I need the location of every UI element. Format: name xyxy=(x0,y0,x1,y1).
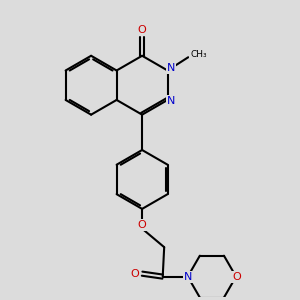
Text: CH₃: CH₃ xyxy=(190,50,207,59)
Text: O: O xyxy=(130,269,139,279)
Text: O: O xyxy=(232,272,241,282)
Text: N: N xyxy=(167,96,175,106)
Text: O: O xyxy=(138,220,146,230)
Text: N: N xyxy=(184,272,193,282)
Text: N: N xyxy=(167,63,175,73)
Text: O: O xyxy=(138,25,146,35)
